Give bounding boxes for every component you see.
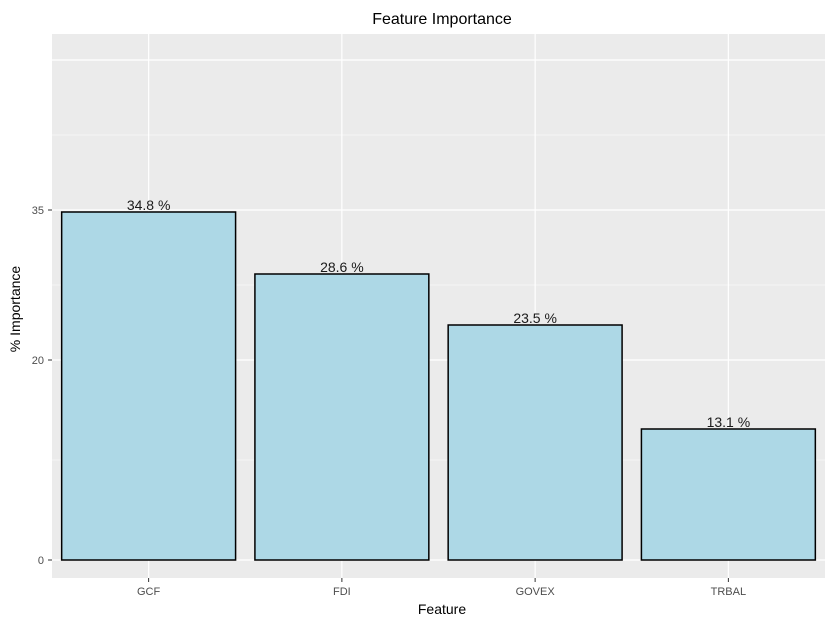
bar-gcf [60,211,237,561]
data-label-fdi: 28.6 % [320,259,364,275]
data-label-trbal: 13.1 % [707,414,751,430]
x-axis-title: Feature [418,601,466,617]
bars [60,211,817,561]
bar-govex [447,324,623,561]
x-tick-label-fdi: FDI [333,586,351,598]
x-tick-label-govex: GOVEX [516,586,556,598]
data-labels: 34.8 % 28.6 % 23.5 % 13.1 % [127,197,750,430]
y-tick-label: 20 [32,355,44,367]
data-label-gcf: 34.8 % [127,197,171,213]
x-tick-label-trbal: TRBAL [711,586,746,598]
y-axis: 0 20 35 [32,205,52,567]
x-tick-label-gcf: GCF [137,586,161,598]
y-tick-label: 35 [32,205,44,217]
y-tick-label: 0 [38,555,44,567]
chart-title: Feature Importance [372,11,512,28]
x-axis: GCF FDI GOVEX TRBAL [137,578,746,598]
bar-fdi [254,273,430,561]
y-axis-title: % Importance [7,266,23,353]
data-label-govex: 23.5 % [513,310,557,326]
bar-trbal [640,428,817,561]
